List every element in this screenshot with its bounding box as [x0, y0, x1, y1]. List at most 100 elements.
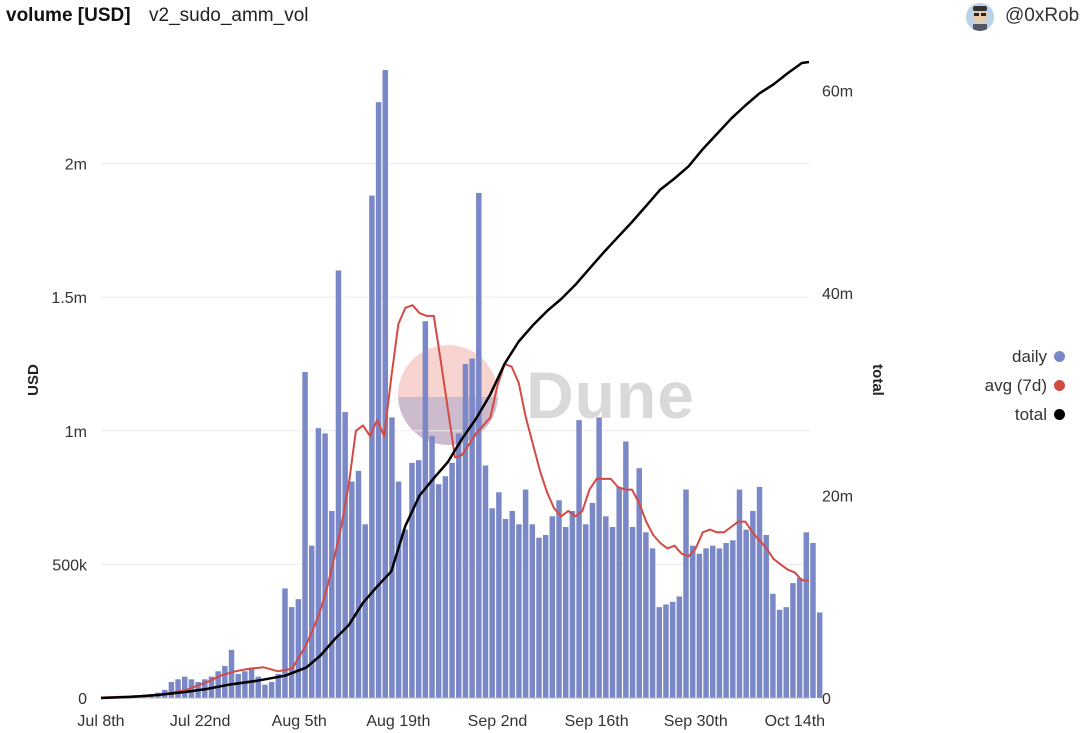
bar: [609, 526, 616, 698]
bar: [636, 468, 642, 698]
bar: [596, 417, 602, 698]
y2-tick-label: 40m: [822, 286, 853, 303]
bar: [756, 486, 763, 698]
y-tick-label: 0: [78, 691, 87, 708]
legend-label: avg (7d): [984, 375, 1047, 395]
bar: [663, 604, 669, 698]
bar: [302, 371, 308, 698]
avg-7d-line: [100, 304, 809, 699]
bar: [750, 510, 756, 698]
bar: [556, 500, 562, 698]
legend-swatch: [1054, 409, 1065, 420]
bar: [262, 684, 268, 698]
bar: [375, 102, 382, 698]
x-tick-label: Oct 14th: [765, 713, 825, 730]
bar: [803, 532, 810, 698]
bar: [349, 481, 355, 698]
bar: [723, 543, 729, 698]
bar: [583, 524, 589, 698]
bar: [669, 601, 676, 698]
bar: [783, 607, 789, 698]
bar: [442, 476, 449, 698]
bar: [409, 462, 415, 698]
bar: [369, 195, 375, 698]
bar: [469, 358, 475, 698]
legend-item-total[interactable]: total: [940, 400, 1075, 429]
bar: [589, 502, 596, 698]
x-tick-label: Sep 30th: [664, 713, 728, 730]
bar: [355, 470, 362, 698]
bar: [763, 534, 769, 698]
bar: [730, 540, 736, 698]
legend-item-daily[interactable]: daily: [940, 342, 1075, 371]
bar: [215, 671, 221, 698]
y2-tick-label: 60m: [822, 83, 853, 100]
bar: [549, 516, 556, 698]
bar: [496, 492, 502, 698]
y2-axis-label: total: [869, 364, 886, 396]
legend-swatch: [1054, 380, 1065, 391]
y-tick-label: 1m: [65, 424, 87, 441]
bar: [616, 486, 622, 698]
bar: [776, 609, 783, 698]
bar: [696, 553, 703, 698]
bar: [248, 668, 255, 698]
bar: [389, 417, 395, 698]
x-tick-label: Jul 22nd: [170, 713, 231, 730]
y2-tick-label: 0: [822, 691, 831, 708]
bar: [422, 321, 429, 698]
bar: [228, 649, 235, 698]
y2-tick-label: 20m: [822, 488, 853, 505]
bar: [449, 462, 455, 698]
bar: [182, 676, 188, 698]
bar: [462, 363, 469, 698]
bar: [415, 460, 422, 698]
bar: [335, 270, 342, 698]
bar: [569, 510, 576, 698]
bar: [790, 583, 796, 698]
chart-header: volume [USD] v2_sudo_amm_vol @0xRob: [0, 0, 1080, 34]
bar: [322, 433, 328, 698]
bar: [649, 548, 656, 698]
bar: [329, 510, 335, 698]
bar: [482, 465, 489, 698]
bar: [676, 596, 683, 698]
bar: [656, 607, 663, 698]
bar: [770, 593, 776, 698]
bar: [576, 420, 582, 698]
bar: [710, 545, 716, 698]
bar: [235, 673, 241, 698]
bar: [810, 543, 816, 698]
legend-item-avg-7d[interactable]: avg (7d): [940, 371, 1075, 400]
avatar: [966, 3, 994, 31]
bar: [456, 433, 462, 698]
query-name[interactable]: v2_sudo_amm_vol: [149, 5, 309, 26]
x-tick-label: Sep 2nd: [468, 713, 528, 730]
bar: [255, 676, 262, 698]
y-tick-label: 500k: [52, 557, 88, 574]
x-tick-label: Sep 16th: [565, 713, 629, 730]
bar: [603, 516, 609, 698]
bar: [516, 524, 522, 698]
bar: [703, 548, 709, 698]
chart-title: volume [USD]: [6, 5, 131, 26]
bar: [275, 673, 282, 698]
y-tick-label: 2m: [65, 157, 87, 174]
bar: [308, 545, 315, 698]
bar: [435, 484, 442, 698]
bar: [222, 665, 228, 698]
author-link[interactable]: @0xRob: [964, 2, 1080, 32]
bar: [529, 524, 536, 698]
legend-swatch: [1054, 351, 1065, 362]
bar: [476, 192, 482, 699]
bar: [295, 599, 302, 698]
bar: [268, 681, 275, 698]
bar: [282, 588, 288, 698]
x-tick-label: Jul 8th: [77, 713, 124, 730]
bar: [629, 526, 636, 698]
bar: [716, 548, 723, 698]
legend-label: total: [1014, 404, 1047, 424]
x-tick-label: Aug 19th: [366, 713, 430, 730]
bar: [689, 545, 696, 698]
bar: [816, 612, 823, 698]
